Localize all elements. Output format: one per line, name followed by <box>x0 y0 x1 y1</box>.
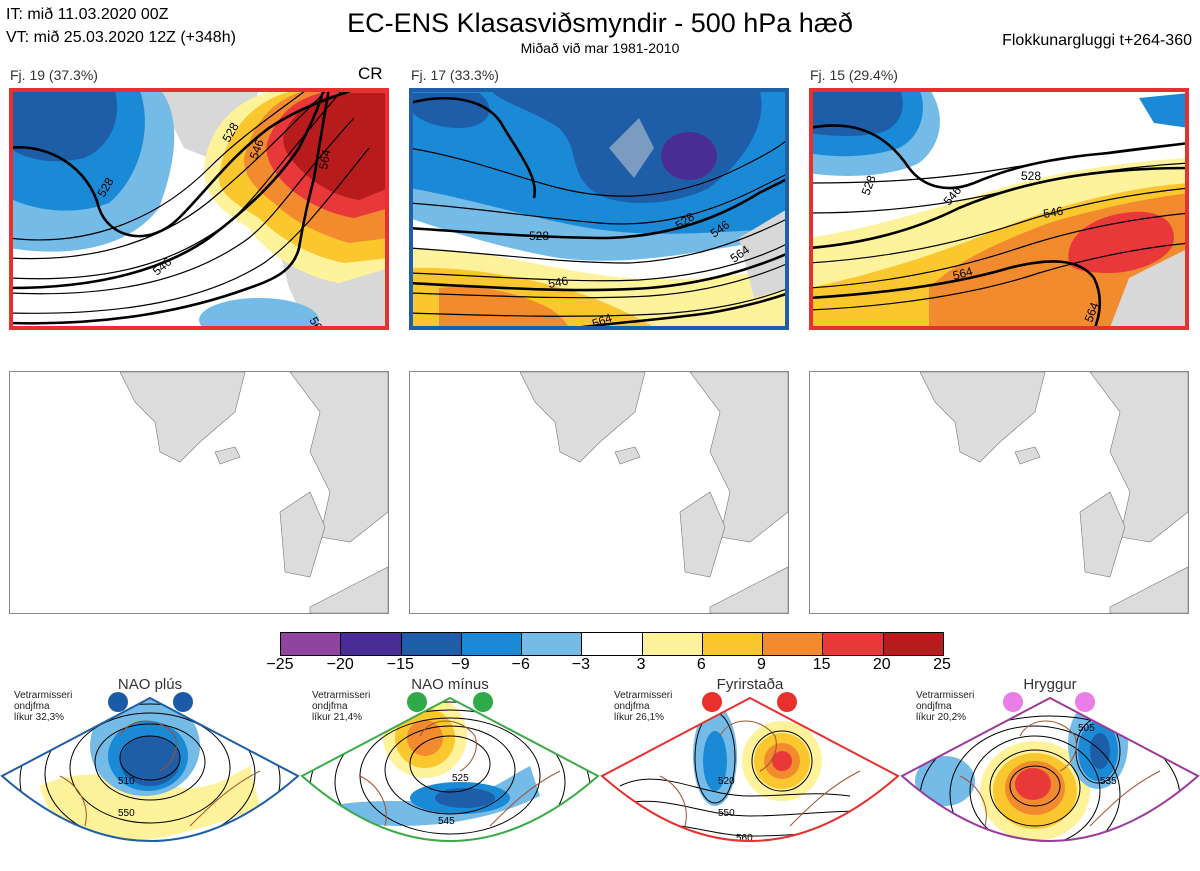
colorbar-tick-label: 15 <box>812 656 831 673</box>
colorbar-swatch <box>822 633 883 655</box>
colorbar-tick-label: 9 <box>757 656 766 673</box>
regime-contour-label: 525 <box>452 773 469 784</box>
regime-contour-label: 510 <box>118 776 135 787</box>
classification-window: Flokkunargluggi t+264-360 <box>1002 32 1192 49</box>
regime-ridge-clim1: Vetrarmisseri <box>916 690 975 701</box>
regime-ridge-clim3: líkur 20,2% <box>916 712 967 723</box>
contour-label: 528 <box>1021 169 1041 183</box>
colorbar-tick-label: 6 <box>696 656 706 673</box>
colorbar-tick-label: −6 <box>511 656 530 673</box>
contour-label: 528 <box>529 229 549 243</box>
anomaly-colorbar <box>280 632 944 656</box>
cluster-1-tag: CR <box>358 64 383 83</box>
regime-contour-label: 535 <box>1100 776 1117 787</box>
colorbar-swatch <box>281 633 341 655</box>
regime-nao-plus[interactable]: 510 550 NAO plús Vetrarmisseri ondjfma l… <box>0 676 300 871</box>
cluster-2-map[interactable]: 528 546 528 546 564 564 <box>409 88 789 330</box>
colorbar-tick-label: −15 <box>386 656 414 673</box>
regime-blocking-clim3: líkur 26,1% <box>614 712 665 723</box>
colorbar-swatch <box>340 633 401 655</box>
regime-contour-label: 550 <box>718 808 735 819</box>
init-time: IT: mið 11.03.2020 00Z <box>6 6 169 23</box>
colorbar-swatch <box>521 633 582 655</box>
colorbar-tick-label: 20 <box>872 656 891 673</box>
colorbar-swatch <box>701 633 763 655</box>
regime-contour-label: 520 <box>718 776 735 787</box>
colorbar-tick-label: 25 <box>933 656 951 673</box>
empty-map-1[interactable] <box>9 371 389 614</box>
colorbar-swatch <box>882 633 943 655</box>
page-title: EC-ENS Klasasviðsmyndir - 500 hPa hæð <box>347 8 853 38</box>
cluster-1-label: Fj. 19 (37.3%) <box>10 67 98 83</box>
colorbar-tick-label: −3 <box>571 656 591 673</box>
regime-nao-minus-clim2: ondjfma <box>312 701 348 712</box>
empty-map-3[interactable] <box>809 371 1189 614</box>
contour-label: 564 <box>316 148 333 170</box>
colorbar-swatch <box>762 633 823 655</box>
regime-nao-minus-clim3: líkur 21,4% <box>312 712 363 723</box>
contour-label: 564 <box>1082 300 1102 324</box>
regime-nao-minus-title: NAO mínus <box>411 676 489 693</box>
contour-label: 564 <box>951 264 974 283</box>
regime-contour-label: 505 <box>1078 723 1095 734</box>
cluster-1-map[interactable]: 528 546 528 546 564 564 <box>9 88 389 330</box>
regime-nao-plus-clim2: ondjfma <box>14 701 50 712</box>
regimes-row: 510 550 NAO plús Vetrarmisseri ondjfma l… <box>0 676 1200 871</box>
contour-label: 528 <box>859 173 879 197</box>
page-subtitle: Miðað við mar 1981-2010 <box>520 40 680 56</box>
regime-nao-minus[interactable]: 525 545 565 NAO mínus Vetrarmisseri ondj… <box>300 676 600 871</box>
regime-ridge-clim2: ondjfma <box>916 701 952 712</box>
contour-label: 546 <box>1042 204 1064 221</box>
regime-contour-label: 560 <box>1090 838 1107 849</box>
colorbar-tick-label: −25 <box>266 656 294 673</box>
regime-nao-minus-clim1: Vetrarmisseri <box>312 690 371 701</box>
contour-label: 546 <box>247 137 267 161</box>
contour-label: 564 <box>590 311 614 330</box>
regime-blocking-title: Fyrirstaða <box>716 676 784 693</box>
regime-contour-label: 550 <box>118 808 135 819</box>
contour-label: 546 <box>547 274 569 291</box>
regime-nao-plus-clim3: líkur 32,3% <box>14 712 65 723</box>
regime-ridge[interactable]: 505 535 560 Hryggur Vetrarmisseri ondjfm… <box>900 676 1200 871</box>
colorbar-ticks: −25 −20 −15 −9 −6 −3 3 6 9 15 20 25 <box>260 656 962 676</box>
regime-blocking-clim1: Vetrarmisseri <box>614 690 673 701</box>
regime-nao-plus-title: NAO plús <box>117 676 183 693</box>
colorbar-tick-label: 3 <box>636 656 646 673</box>
regime-blocking-clim2: ondjfma <box>614 701 650 712</box>
colorbar-swatch <box>581 633 642 655</box>
valid-time: VT: mið 25.03.2020 12Z (+348h) <box>6 29 236 46</box>
empty-map-2[interactable] <box>409 371 789 614</box>
regime-blocking[interactable]: 520 550 560 Fyrirstaða Vetrarmisseri ond… <box>600 676 900 871</box>
cluster-3-map[interactable]: 528 528 546 546 564 564 <box>809 88 1189 330</box>
regime-ridge-title: Hryggur <box>1023 676 1077 693</box>
colorbar-swatch <box>641 633 702 655</box>
colorbar-swatch <box>460 633 522 655</box>
colorbar-tick-label: −20 <box>326 656 354 673</box>
cluster-3-label: Fj. 15 (29.4%) <box>810 67 898 83</box>
regime-contour-label: 560 <box>736 833 753 844</box>
regime-contour-label: 565 <box>448 850 465 861</box>
colorbar-tick-label: −9 <box>451 656 470 673</box>
regime-nao-plus-clim1: Vetrarmisseri <box>14 690 73 701</box>
colorbar-swatch <box>400 633 461 655</box>
regime-contour-label: 545 <box>438 816 455 827</box>
cluster-2-label: Fj. 17 (33.3%) <box>411 67 499 83</box>
